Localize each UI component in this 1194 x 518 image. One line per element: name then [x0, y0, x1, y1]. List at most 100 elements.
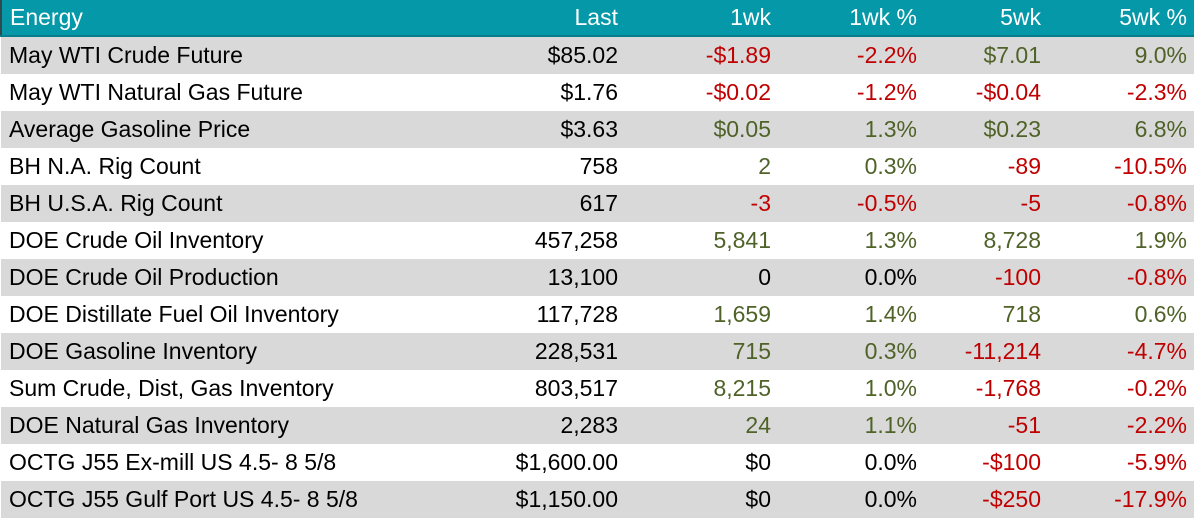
row-label: OCTG J55 Gulf Port US 4.5- 8 5/8 — [1, 481, 469, 518]
last-cell: 457,258 — [469, 222, 626, 259]
table-row: DOE Distillate Fuel Oil Inventory 117,72… — [1, 296, 1194, 333]
column-header-1wk-pct: 1wk % — [779, 0, 925, 37]
5wk-pct-cell: 1.9% — [1049, 222, 1194, 259]
1wk-pct-cell: 1.3% — [779, 111, 925, 148]
table-row: DOE Natural Gas Inventory 2,283 24 1.1% … — [1, 407, 1194, 444]
table-row: May WTI Crude Future $85.02 -$1.89 -2.2%… — [1, 36, 1194, 74]
table-row: Average Gasoline Price $3.63 $0.05 1.3% … — [1, 111, 1194, 148]
5wk-pct-cell: -17.9% — [1049, 481, 1194, 518]
1wk-pct-cell: -2.2% — [779, 36, 925, 74]
1wk-pct-cell: -1.2% — [779, 74, 925, 111]
5wk-pct-cell: -10.5% — [1049, 148, 1194, 185]
row-label: Sum Crude, Dist, Gas Inventory — [1, 370, 469, 407]
last-cell: 117,728 — [469, 296, 626, 333]
1wk-pct-cell: 0.0% — [779, 259, 925, 296]
table-row: BH U.S.A. Rig Count 617 -3 -0.5% -5 -0.8… — [1, 185, 1194, 222]
row-label: May WTI Crude Future — [1, 36, 469, 74]
5wk-cell: -89 — [925, 148, 1049, 185]
5wk-cell: -51 — [925, 407, 1049, 444]
1wk-cell: 0 — [626, 259, 779, 296]
5wk-cell: -$250 — [925, 481, 1049, 518]
last-cell: 13,100 — [469, 259, 626, 296]
last-cell: $1,150.00 — [469, 481, 626, 518]
5wk-pct-cell: 0.6% — [1049, 296, 1194, 333]
1wk-cell: -$1.89 — [626, 36, 779, 74]
row-label: BH N.A. Rig Count — [1, 148, 469, 185]
table-body: May WTI Crude Future $85.02 -$1.89 -2.2%… — [1, 36, 1194, 518]
1wk-cell: $0 — [626, 481, 779, 518]
5wk-cell: 718 — [925, 296, 1049, 333]
last-cell: 228,531 — [469, 333, 626, 370]
last-cell: $85.02 — [469, 36, 626, 74]
last-cell: 617 — [469, 185, 626, 222]
5wk-pct-cell: -5.9% — [1049, 444, 1194, 481]
1wk-cell: 8,215 — [626, 370, 779, 407]
row-label: BH U.S.A. Rig Count — [1, 185, 469, 222]
5wk-pct-cell: -0.8% — [1049, 185, 1194, 222]
row-label: OCTG J55 Ex-mill US 4.5- 8 5/8 — [1, 444, 469, 481]
5wk-cell: -5 — [925, 185, 1049, 222]
5wk-cell: -100 — [925, 259, 1049, 296]
5wk-pct-cell: -2.3% — [1049, 74, 1194, 111]
last-cell: $1,600.00 — [469, 444, 626, 481]
5wk-cell: -1,768 — [925, 370, 1049, 407]
last-cell: $3.63 — [469, 111, 626, 148]
1wk-cell: $0 — [626, 444, 779, 481]
table-row: DOE Gasoline Inventory 228,531 715 0.3% … — [1, 333, 1194, 370]
5wk-pct-cell: 9.0% — [1049, 36, 1194, 74]
5wk-pct-cell: -4.7% — [1049, 333, 1194, 370]
1wk-cell: 715 — [626, 333, 779, 370]
5wk-cell: -11,214 — [925, 333, 1049, 370]
row-label: DOE Crude Oil Production — [1, 259, 469, 296]
last-cell: 758 — [469, 148, 626, 185]
row-label: May WTI Natural Gas Future — [1, 74, 469, 111]
table-row: May WTI Natural Gas Future $1.76 -$0.02 … — [1, 74, 1194, 111]
table-row: DOE Crude Oil Inventory 457,258 5,841 1.… — [1, 222, 1194, 259]
1wk-cell: -$0.02 — [626, 74, 779, 111]
header-row: Energy Last 1wk 1wk % 5wk 5wk % — [0, 0, 1194, 37]
column-header-last: Last — [469, 0, 626, 37]
table-row: BH N.A. Rig Count 758 2 0.3% -89 -10.5% — [1, 148, 1194, 185]
1wk-cell: 1,659 — [626, 296, 779, 333]
5wk-cell: -$0.04 — [925, 74, 1049, 111]
1wk-cell: 24 — [626, 407, 779, 444]
1wk-pct-cell: 1.1% — [779, 407, 925, 444]
1wk-pct-cell: 1.0% — [779, 370, 925, 407]
row-label: DOE Gasoline Inventory — [1, 333, 469, 370]
1wk-cell: 5,841 — [626, 222, 779, 259]
table-row: OCTG J55 Ex-mill US 4.5- 8 5/8 $1,600.00… — [1, 444, 1194, 481]
row-label: DOE Crude Oil Inventory — [1, 222, 469, 259]
last-cell: 803,517 — [469, 370, 626, 407]
1wk-pct-cell: 0.3% — [779, 148, 925, 185]
1wk-pct-cell: 0.3% — [779, 333, 925, 370]
table-row: OCTG J55 Gulf Port US 4.5- 8 5/8 $1,150.… — [1, 481, 1194, 518]
1wk-pct-cell: 1.3% — [779, 222, 925, 259]
5wk-pct-cell: 6.8% — [1049, 111, 1194, 148]
column-header-energy: Energy — [0, 0, 469, 37]
1wk-cell: $0.05 — [626, 111, 779, 148]
1wk-pct-cell: -0.5% — [779, 185, 925, 222]
column-header-5wk-pct: 5wk % — [1049, 0, 1194, 37]
last-cell: 2,283 — [469, 407, 626, 444]
5wk-cell: 8,728 — [925, 222, 1049, 259]
1wk-pct-cell: 0.0% — [779, 444, 925, 481]
1wk-pct-cell: 0.0% — [779, 481, 925, 518]
row-label: Average Gasoline Price — [1, 111, 469, 148]
1wk-pct-cell: 1.4% — [779, 296, 925, 333]
column-header-1wk: 1wk — [626, 0, 779, 37]
5wk-pct-cell: -2.2% — [1049, 407, 1194, 444]
5wk-cell: $0.23 — [925, 111, 1049, 148]
5wk-cell: -$100 — [925, 444, 1049, 481]
1wk-cell: 2 — [626, 148, 779, 185]
last-cell: $1.76 — [469, 74, 626, 111]
column-header-5wk: 5wk — [925, 0, 1049, 37]
row-label: DOE Natural Gas Inventory — [1, 407, 469, 444]
table-row: DOE Crude Oil Production 13,100 0 0.0% -… — [1, 259, 1194, 296]
5wk-pct-cell: -0.2% — [1049, 370, 1194, 407]
5wk-pct-cell: -0.8% — [1049, 259, 1194, 296]
5wk-cell: $7.01 — [925, 36, 1049, 74]
table-row: Sum Crude, Dist, Gas Inventory 803,517 8… — [1, 370, 1194, 407]
row-label: DOE Distillate Fuel Oil Inventory — [1, 296, 469, 333]
1wk-cell: -3 — [626, 185, 779, 222]
